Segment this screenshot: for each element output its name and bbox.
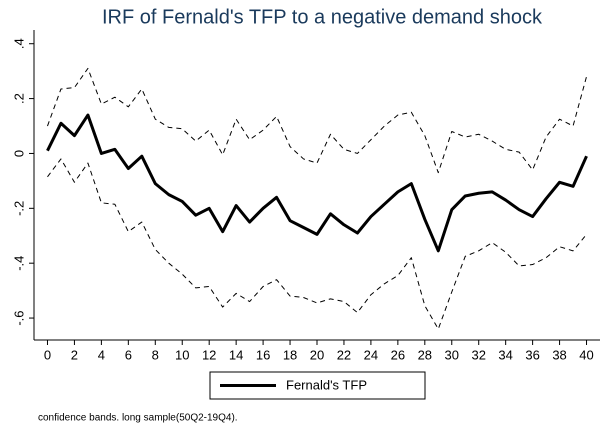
- x-tick-label: 22: [337, 347, 351, 362]
- x-tick-label: 8: [152, 347, 159, 362]
- x-tick-label: 4: [98, 347, 105, 362]
- x-tick-label: 18: [283, 347, 297, 362]
- irf-line: [46, 113, 588, 253]
- x-tick-label: 2: [71, 347, 78, 362]
- x-tick-label: 24: [364, 347, 378, 362]
- x-tick-label: 6: [125, 347, 132, 362]
- x-tick-label: 32: [471, 347, 485, 362]
- x-tick-label: 10: [175, 347, 189, 362]
- x-tick-label: 26: [391, 347, 405, 362]
- y-tick-label: 0: [11, 150, 26, 157]
- y-tick-label: -.6: [11, 310, 26, 325]
- legend-label: Fernald's TFP: [286, 377, 367, 392]
- x-tick-label: 38: [552, 347, 566, 362]
- chart-title: IRF of Fernald's TFP to a negative deman…: [102, 6, 543, 28]
- x-tick-label: 34: [498, 347, 512, 362]
- x-tick-label: 28: [418, 347, 432, 362]
- x-tick-label: 40: [579, 347, 593, 362]
- x-tick-label: 30: [445, 347, 459, 362]
- x-tick-label: 0: [44, 347, 51, 362]
- legend-box: [209, 371, 426, 400]
- y-tick-label: .4: [11, 38, 26, 49]
- y-tick-label: .2: [11, 93, 26, 104]
- x-tick-label: 14: [229, 347, 243, 362]
- x-tick-label: 36: [525, 347, 539, 362]
- x-tick-label: 12: [202, 347, 216, 362]
- band-line: [47, 158, 587, 330]
- y-tick-label: -.2: [11, 201, 26, 216]
- x-tick-label: 16: [256, 347, 270, 362]
- x-tick-label: 20: [310, 347, 324, 362]
- footnote: confidence bands. long sample(50Q2-19Q4)…: [38, 413, 238, 424]
- y-tick-label: -.4: [11, 256, 26, 271]
